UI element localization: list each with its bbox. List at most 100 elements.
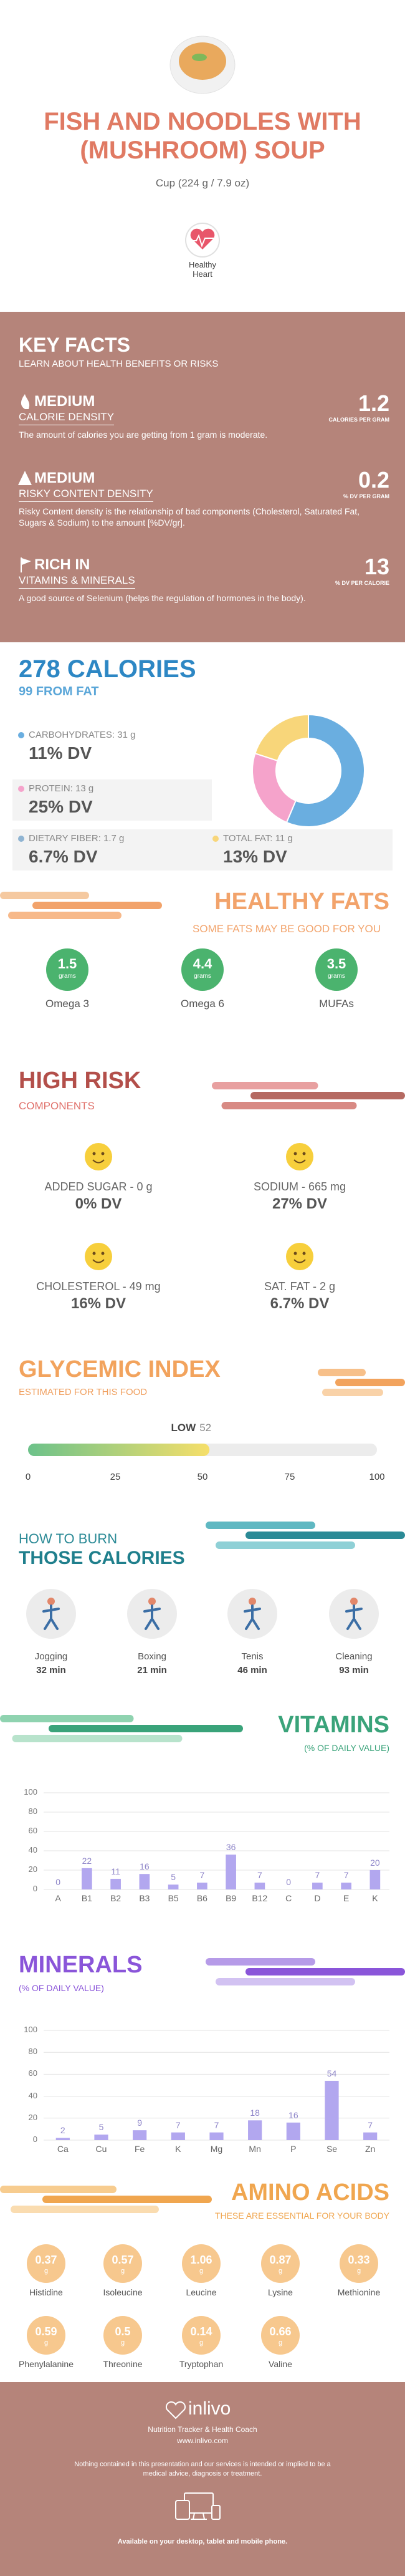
decor-stripe bbox=[0, 2186, 117, 2193]
value-label: 11 bbox=[111, 1866, 120, 1876]
legend-dot bbox=[18, 732, 24, 738]
fat-unit: grams bbox=[328, 973, 345, 980]
bar bbox=[363, 2132, 378, 2140]
soup bbox=[179, 42, 226, 80]
section-title: GLYCEMIC INDEX bbox=[19, 1356, 221, 1382]
amino-unit: g bbox=[278, 2339, 283, 2347]
decor-stripe bbox=[318, 1369, 366, 1376]
section-subtitle: (% OF DAILY VALUE) bbox=[19, 1983, 104, 1993]
risk-label: SAT. FAT - 2 g bbox=[264, 1280, 336, 1293]
amino-amount: 0.59 bbox=[35, 2325, 57, 2338]
y-tick-label: 20 bbox=[28, 1864, 37, 1874]
smiley-eye bbox=[302, 1252, 306, 1255]
figure-head bbox=[47, 1598, 55, 1605]
decor-stripe bbox=[11, 2206, 159, 2213]
activity-name: Boxing bbox=[138, 1651, 166, 1662]
decor-stripe bbox=[8, 912, 122, 919]
fat-circle bbox=[315, 948, 358, 991]
value-label: 7 bbox=[257, 1870, 262, 1881]
value-label: 22 bbox=[82, 1855, 92, 1866]
nutrient-dv: 6.7% DV bbox=[29, 847, 98, 866]
y-tick-label: 40 bbox=[28, 1845, 37, 1855]
x-tick-label: B2 bbox=[110, 1893, 122, 1903]
figure-body bbox=[143, 1604, 161, 1630]
value-label: 9 bbox=[137, 2118, 143, 2128]
x-tick-label: Mg bbox=[210, 2144, 223, 2154]
value-label: 36 bbox=[226, 1842, 236, 1853]
smiley bbox=[286, 1243, 313, 1270]
figure-body bbox=[345, 1604, 363, 1630]
section-subtitle: LEARN ABOUT HEALTH BENEFITS OR RISKS bbox=[19, 359, 219, 369]
section-subtitle: (% OF DAILY VALUE) bbox=[304, 1743, 389, 1753]
x-tick-label: Cu bbox=[95, 2144, 107, 2154]
flame-icon bbox=[21, 394, 30, 409]
value-label: 5 bbox=[98, 2122, 104, 2133]
smiley-mouth bbox=[92, 1259, 105, 1263]
bar bbox=[312, 1883, 323, 1889]
value-label: 7 bbox=[199, 1870, 205, 1881]
title: FISH AND NOODLES WITH (MUSHROOM) SOUP bbox=[44, 108, 361, 164]
amino-amount: 0.57 bbox=[112, 2254, 134, 2266]
section-subtitle: ESTIMATED FOR THIS FOOD bbox=[19, 1387, 148, 1397]
x-tick-label: B9 bbox=[226, 1893, 237, 1903]
value-label: 0 bbox=[286, 1877, 292, 1887]
fact-unit: % DV PER CALORIE bbox=[335, 580, 389, 586]
x-tick-label: 75 bbox=[284, 1472, 295, 1482]
section-subtitle: 99 FROM FAT bbox=[19, 685, 99, 698]
x-tick-label: B5 bbox=[168, 1893, 179, 1903]
decor-stripe bbox=[216, 1978, 355, 1985]
x-tick-label: P bbox=[290, 2144, 297, 2154]
risk-label: CHOLESTEROL - 49 mg bbox=[36, 1280, 161, 1293]
nutrient-label: TOTAL FAT: 11 g bbox=[223, 833, 293, 844]
fact-value: 0.2 bbox=[358, 467, 389, 493]
decor-stripe bbox=[245, 1968, 405, 1975]
bar bbox=[209, 2132, 224, 2140]
x-tick-label: B3 bbox=[139, 1893, 150, 1903]
smiley-mouth bbox=[92, 1159, 105, 1164]
fact-name: VITAMINS & MINERALS bbox=[19, 574, 135, 589]
bar bbox=[55, 2138, 70, 2140]
figure-body bbox=[244, 1604, 261, 1630]
fat-amount: 1.5 bbox=[57, 956, 77, 972]
value-label: 7 bbox=[343, 1870, 349, 1881]
section-title: 278 CALORIES bbox=[19, 655, 196, 683]
fact-level: MEDIUM bbox=[34, 470, 95, 486]
x-tick-label: C bbox=[285, 1893, 292, 1903]
bar bbox=[369, 1870, 381, 1889]
risk-dv: 16% DV bbox=[70, 1295, 126, 1312]
risk-dv: 6.7% DV bbox=[270, 1295, 330, 1312]
donut-segment bbox=[252, 752, 297, 824]
key-facts-band bbox=[0, 312, 405, 642]
amino-name: Histidine bbox=[29, 2287, 63, 2297]
x-tick-label: Zn bbox=[364, 2144, 376, 2154]
amino-name: Threonine bbox=[103, 2359, 143, 2369]
decor-stripe bbox=[49, 1725, 243, 1732]
section-title: THOSE CALORIES bbox=[19, 1548, 185, 1568]
fact-level: RICH IN bbox=[34, 556, 90, 573]
donut-segment bbox=[285, 713, 365, 827]
fat-circle bbox=[181, 948, 224, 991]
x-tick-label: 0 bbox=[25, 1472, 31, 1482]
figure-body bbox=[42, 1604, 60, 1630]
amino-name: Phenylalanine bbox=[19, 2359, 74, 2369]
decor-stripe bbox=[335, 1379, 405, 1386]
amino-amount: 0.5 bbox=[115, 2325, 131, 2338]
amino-circle bbox=[182, 2316, 221, 2355]
value-label: 7 bbox=[368, 2120, 373, 2130]
activity-name: Cleaning bbox=[335, 1651, 373, 1662]
y-tick-label: 100 bbox=[24, 2025, 37, 2034]
activity-time: 21 min bbox=[137, 1665, 167, 1676]
bar bbox=[94, 2135, 108, 2140]
bar bbox=[133, 2130, 147, 2140]
amino-unit: g bbox=[120, 2339, 125, 2347]
smiley bbox=[85, 1243, 112, 1270]
amino-circle bbox=[261, 2244, 300, 2283]
bar bbox=[110, 1878, 121, 1889]
amino-name: Lysine bbox=[268, 2287, 293, 2297]
fact-name: RISKY CONTENT DENSITY bbox=[19, 488, 153, 502]
device-tablet bbox=[175, 2500, 190, 2520]
amino-unit: g bbox=[44, 2339, 49, 2347]
section-subtitle: COMPONENTS bbox=[19, 1100, 95, 1112]
risk-label: ADDED SUGAR - 0 g bbox=[44, 1180, 153, 1193]
gauge-fill bbox=[28, 1444, 210, 1456]
